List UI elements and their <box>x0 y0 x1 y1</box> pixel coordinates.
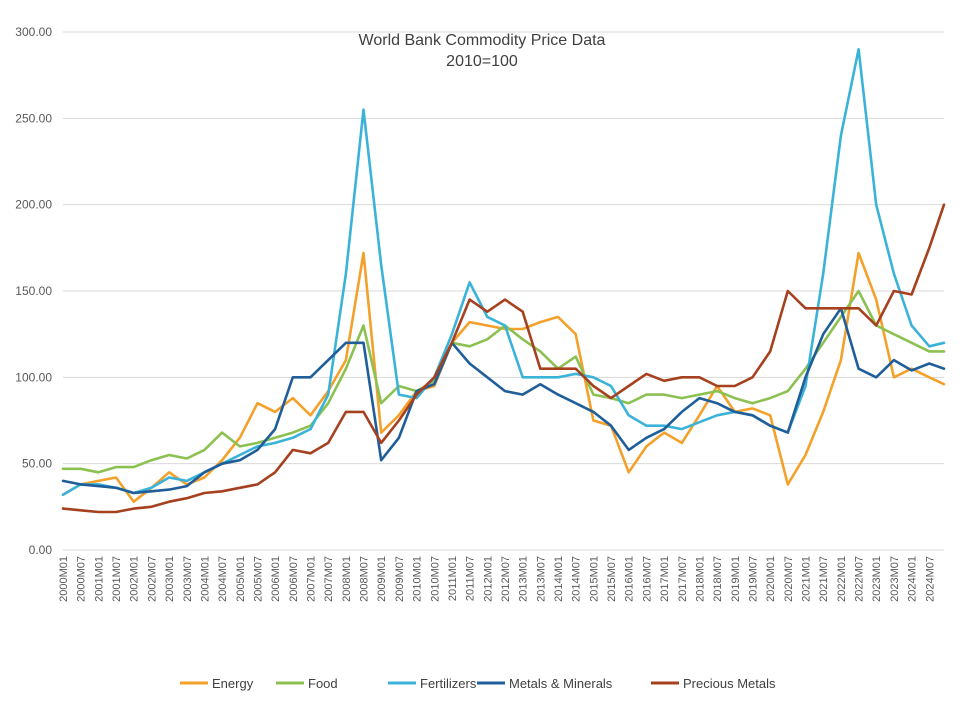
series-line-1 <box>61 289 946 474</box>
x-tick-label: 2000M01 <box>58 556 70 602</box>
y-tick-label: 150.00 <box>15 284 52 298</box>
x-tick-label: 2019M07 <box>747 556 759 602</box>
x-tick-label: 2013M07 <box>535 556 547 602</box>
legend-label: Food <box>308 676 338 691</box>
x-tick-label: 2001M01 <box>93 556 105 602</box>
x-tick-label: 2008M07 <box>359 556 371 602</box>
x-tick-label: 2001M07 <box>111 556 123 602</box>
x-tick-label: 2005M01 <box>235 556 247 602</box>
x-tick-label: 2024M07 <box>924 556 936 602</box>
x-tick-label: 2023M07 <box>889 556 901 602</box>
y-tick-label: 200.00 <box>15 198 52 212</box>
x-tick-label: 2020M01 <box>765 556 777 602</box>
series-line-4 <box>61 203 946 514</box>
x-tick-label: 2009M07 <box>394 556 406 602</box>
x-tick-label: 2016M01 <box>624 556 636 602</box>
x-tick-label: 2013M01 <box>518 556 530 602</box>
y-tick-label: 0.00 <box>29 543 53 557</box>
x-tick-label: 2018M01 <box>694 556 706 602</box>
legend-label: Precious Metals <box>683 676 776 691</box>
x-tick-label: 2003M07 <box>182 556 194 602</box>
x-tick-label: 2019M01 <box>730 556 742 602</box>
legend: Energy Food Fertilizers Metals & Minerals Pr… <box>180 676 776 691</box>
x-tick-label: 2015M01 <box>588 556 600 602</box>
x-tick-label: 2003M01 <box>164 556 176 602</box>
x-tick-label: 2002M01 <box>129 556 141 602</box>
chart-title: World Bank Commodity Price Data <box>359 32 606 49</box>
x-tick-label: 2002M07 <box>146 556 158 602</box>
x-tick-label: 2005M07 <box>252 556 264 602</box>
x-tick-label: 2006M07 <box>288 556 300 602</box>
x-tick-label: 2006M01 <box>270 556 282 602</box>
y-tick-label: 100.00 <box>15 370 52 384</box>
x-tick-label: 2000M07 <box>76 556 88 602</box>
x-tick-label: 2010M07 <box>429 556 441 602</box>
x-tick-label: 2009M01 <box>376 556 388 602</box>
x-tick-label: 2017M07 <box>677 556 689 602</box>
x-tick-label: 2010M01 <box>412 556 424 602</box>
x-tick-label: 2021M01 <box>801 556 813 602</box>
x-tick-label: 2011M07 <box>465 556 477 601</box>
x-tick-label: 2015M07 <box>606 556 618 602</box>
x-tick-label: 2018M07 <box>712 556 724 602</box>
y-tick-label: 250.00 <box>15 111 52 125</box>
y-tick-label: 300.00 <box>15 25 52 39</box>
legend-label: Fertilizers <box>420 676 477 691</box>
x-tick-label: 2020M07 <box>783 556 795 602</box>
x-tick-label: 2007M07 <box>323 556 335 602</box>
x-tick-label: 2017M01 <box>659 556 671 602</box>
x-tick-label: 2004M01 <box>199 556 211 602</box>
x-tick-label: 2007M01 <box>306 556 318 602</box>
x-tick-label: 2016M07 <box>641 556 653 602</box>
series-lines <box>61 47 946 514</box>
x-tick-label: 2004M07 <box>217 556 229 602</box>
x-tick-label: 2024M01 <box>907 556 919 602</box>
x-tick-label: 2012M01 <box>482 556 494 602</box>
x-tick-label: 2021M07 <box>818 556 830 602</box>
x-tick-label: 2011M01 <box>447 556 459 601</box>
x-tick-label: 2014M07 <box>571 556 583 602</box>
chart-subtitle: 2010=100 <box>446 53 518 70</box>
gridlines <box>63 31 944 551</box>
series-line-2 <box>61 47 946 497</box>
series-line-3 <box>61 306 946 495</box>
x-tick-label: 2012M07 <box>500 556 512 602</box>
x-tick-label: 2022M07 <box>854 556 866 602</box>
legend-label: Metals & Minerals <box>509 676 613 691</box>
x-tick-label: 2022M01 <box>836 556 848 602</box>
x-tick-label: 2023M01 <box>871 556 883 602</box>
legend-label: Energy <box>212 676 254 691</box>
x-tick-label: 2014M01 <box>553 556 565 602</box>
y-axis-ticks: 0.00 50.00 100.00 150.00 200.00 250.00 300.00 <box>15 25 52 557</box>
x-tick-label: 2008M01 <box>341 556 353 602</box>
y-tick-label: 50.00 <box>22 457 52 471</box>
x-axis-ticks: 2000M01 2000M07 2001M01 2001M07 2002M01 2002M… <box>58 556 936 602</box>
